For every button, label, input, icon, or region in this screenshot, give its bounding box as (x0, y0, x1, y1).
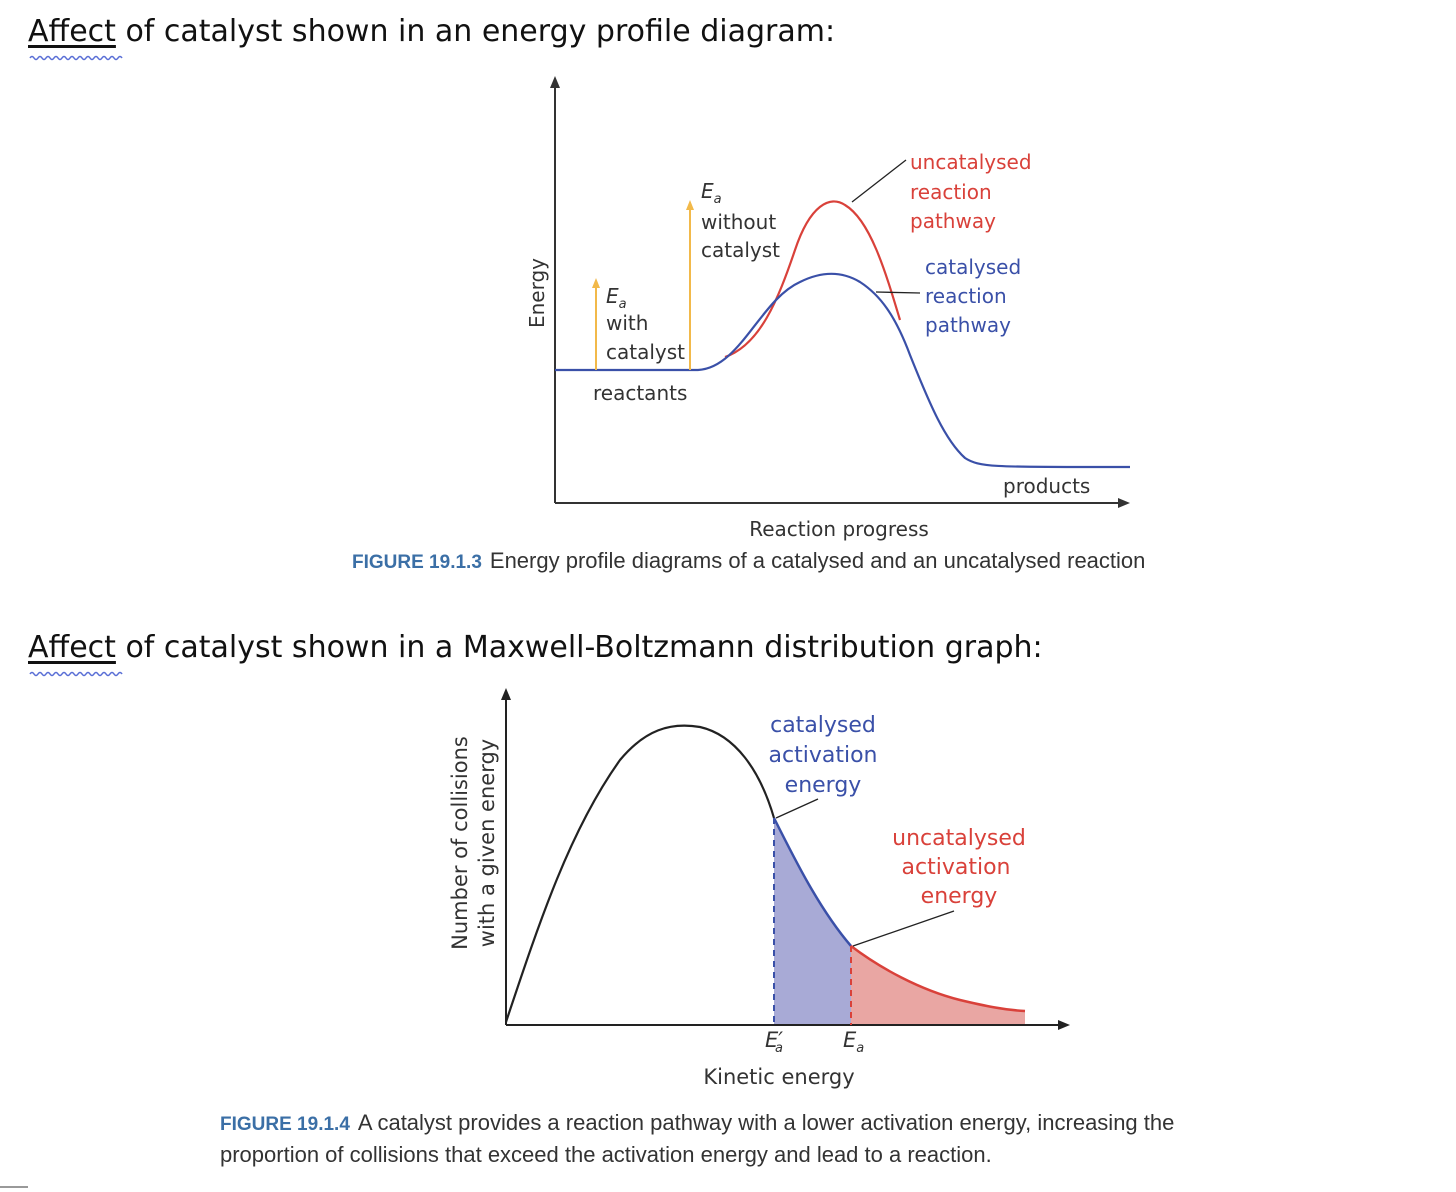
heading-underlined-word: Affect (28, 630, 116, 665)
ea-with-symbol: Ea (606, 284, 627, 312)
uncatalysed-ae-pointer (852, 910, 955, 947)
catalysed-ae-label-2: activation (769, 743, 878, 768)
caption-line-1: FIGURE 19.1.4 A catalyst provides a react… (220, 1108, 1174, 1140)
uncatalysed-label-2: reaction (910, 180, 992, 204)
y-axis-arrowhead (550, 76, 560, 88)
caption-line-2: proportion of collisions that exceed the… (220, 1142, 992, 1167)
ea-without-line2: catalyst (701, 238, 780, 262)
ea-sub: a (856, 1041, 864, 1056)
ea-with-E: E (606, 284, 619, 308)
kinetic-energy-label: Kinetic energy (703, 1065, 854, 1089)
ea-without-sub: a (714, 192, 722, 207)
heading-underlined-word: Affect (28, 14, 116, 49)
spellcheck-squiggle-2 (29, 671, 123, 677)
uncatalysed-pointer-line (851, 159, 907, 203)
x-axis-arrowhead (1118, 498, 1130, 508)
uncatalysed-label-1: uncatalysed (910, 150, 1032, 174)
reactants-label: reactants (593, 381, 687, 405)
text-cursor-mark (0, 1186, 28, 1188)
mb-x-axis-arrowhead (1058, 1020, 1070, 1030)
section-heading-maxwell-boltzmann: Affect of catalyst shown in a Maxwell-Bo… (28, 630, 1043, 665)
caption-text-1: A catalyst provides a reaction pathway w… (357, 1110, 1175, 1135)
figure-caption-19-1-3: FIGURE 19.1.3 Energy profile diagrams of … (352, 548, 1145, 574)
ea-E: E (843, 1028, 857, 1052)
catalysed-ae-label-3: energy (785, 773, 862, 798)
catalysed-label-1: catalysed (925, 255, 1021, 279)
catalysed-pointer-line (875, 291, 921, 294)
energy-axis-label: Energy (525, 258, 549, 328)
mb-y-axis-label-1: Number of collisions (448, 736, 472, 950)
ea-with-line1: with (606, 311, 648, 335)
heading-text: of catalyst shown in an energy profile d… (115, 14, 836, 49)
ea-label: Ea (843, 1028, 864, 1056)
ea-prime-sub: a (775, 1041, 783, 1056)
distribution-curve-red (850, 945, 1026, 1013)
catalysed-ae-pointer (775, 798, 819, 819)
ea-without-E: E (701, 179, 714, 203)
uncatalysed-area (851, 946, 1025, 1024)
ea-prime-label: E′a (765, 1028, 783, 1056)
uncatalysed-curve (724, 200, 902, 359)
catalysed-label-2: reaction (925, 284, 1007, 308)
figure-number: FIGURE 19.1.4 (220, 1114, 350, 1135)
reaction-progress-label: Reaction progress (749, 517, 929, 541)
heading-text: of catalyst shown in a Maxwell-Boltzmann… (115, 630, 1043, 665)
catalysed-extra-area (774, 818, 851, 1024)
figure-number: FIGURE 19.1.3 (352, 552, 482, 573)
mb-y-axis-arrowhead (501, 688, 511, 700)
ea-without-arrowhead (686, 200, 694, 210)
ea-with-arrowhead (592, 278, 600, 288)
ea-with-line2: catalyst (606, 340, 685, 364)
figure-caption-19-1-4: FIGURE 19.1.4 A catalyst provides a react… (220, 1108, 1174, 1170)
section-heading-energy-profile: Affect of catalyst shown in an energy pr… (28, 14, 835, 49)
uncatalysed-ae-label-1: uncatalysed (892, 826, 1026, 851)
distribution-curve-black (504, 724, 776, 1023)
spellcheck-squiggle-1 (29, 55, 123, 61)
catalysed-label-3: pathway (925, 313, 1011, 337)
distribution-curve-blue (772, 817, 852, 947)
uncatalysed-label-3: pathway (910, 209, 996, 233)
ea-prime-E: E′ (765, 1028, 783, 1052)
catalysed-curve (555, 272, 1131, 469)
products-label: products (1003, 474, 1090, 498)
ea-without-line1: without (701, 210, 776, 234)
uncatalysed-ae-label-2: activation (902, 855, 1011, 880)
mb-y-axis-label-2: with a given energy (475, 739, 499, 947)
uncatalysed-ae-label-3: energy (921, 884, 998, 909)
ea-without-symbol: Ea (701, 179, 722, 207)
catalysed-ae-label-1: catalysed (770, 713, 876, 738)
caption-text: Energy profile diagrams of a catalysed a… (489, 548, 1146, 573)
ea-with-sub: a (619, 297, 627, 312)
